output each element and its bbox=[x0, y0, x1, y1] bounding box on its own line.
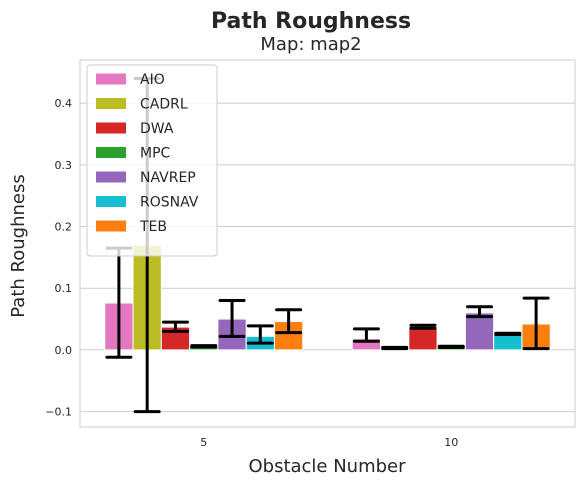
legend-label: DWA bbox=[140, 121, 174, 137]
error-bar-dwa-5 bbox=[161, 320, 189, 333]
legend-item-navrep: NAVREP bbox=[96, 170, 196, 186]
legend-frame bbox=[86, 64, 218, 257]
legend-swatch bbox=[96, 122, 126, 134]
chart-title: Path Roughness bbox=[211, 9, 411, 34]
y-tick-label: 0.2 bbox=[55, 221, 73, 234]
error-bar-cadrl-10 bbox=[381, 345, 409, 351]
error-bar-navrep-10 bbox=[466, 305, 494, 319]
error-bar-navrep-5 bbox=[218, 299, 246, 338]
bar-navrep-10 bbox=[464, 312, 495, 351]
legend-label: MPC bbox=[140, 146, 171, 162]
legend-label: AIO bbox=[140, 72, 165, 88]
legend-label: NAVREP bbox=[140, 170, 196, 186]
legend-item-cadrl: CADRL bbox=[96, 97, 188, 113]
error-bar-teb-10 bbox=[522, 296, 550, 351]
legend-swatch bbox=[96, 98, 126, 109]
error-bar-rosnav-5 bbox=[246, 324, 274, 345]
error-bar-teb-5 bbox=[275, 308, 303, 335]
legend-label: CADRL bbox=[140, 97, 188, 113]
y-tick-label: 0.4 bbox=[55, 97, 73, 110]
error-bar-mpc-10 bbox=[437, 344, 465, 349]
legend-swatch bbox=[96, 73, 126, 85]
y-tick-label: −0.1 bbox=[45, 406, 72, 419]
legend-item-rosnav: ROSNAV bbox=[96, 195, 199, 211]
y-axis-label: Path Roughness bbox=[8, 174, 29, 317]
chart-subtitle: Map: map2 bbox=[260, 34, 361, 55]
legend-item-teb: TEB bbox=[96, 219, 167, 235]
legend-swatch bbox=[96, 147, 126, 158]
error-bar-dwa-10 bbox=[409, 323, 437, 330]
x-axis-label: Obstacle Number bbox=[248, 456, 406, 477]
y-tick-label: 0.0 bbox=[55, 344, 73, 357]
legend-item-mpc: MPC bbox=[96, 146, 171, 162]
error-bar-aio-10 bbox=[352, 327, 380, 343]
legend-label: ROSNAV bbox=[140, 195, 199, 211]
legend-label: TEB bbox=[139, 219, 167, 235]
legend-swatch bbox=[96, 220, 126, 232]
legend-item-aio: AIO bbox=[96, 72, 165, 88]
x-tick-label: 10 bbox=[444, 436, 458, 449]
x-tick-label: 5 bbox=[200, 436, 207, 449]
legend-swatch bbox=[96, 196, 126, 207]
x-tick-labels: 5 10 bbox=[200, 436, 458, 449]
bar-dwa-10 bbox=[408, 325, 438, 351]
error-bar-rosnav-10 bbox=[494, 331, 522, 336]
y-tick-labels: −0.1 0.0 0.1 0.2 0.3 0.4 bbox=[45, 97, 72, 418]
legend-swatch bbox=[96, 171, 126, 183]
bar-rosnav-10 bbox=[493, 333, 523, 351]
error-bar-mpc-5 bbox=[190, 344, 218, 349]
legend: AIO CADRL DWA MPC NAVREP ROSNAV TEB bbox=[86, 64, 218, 257]
y-tick-label: 0.3 bbox=[55, 159, 73, 172]
y-tick-label: 0.1 bbox=[55, 282, 73, 295]
legend-item-dwa: DWA bbox=[96, 121, 174, 137]
